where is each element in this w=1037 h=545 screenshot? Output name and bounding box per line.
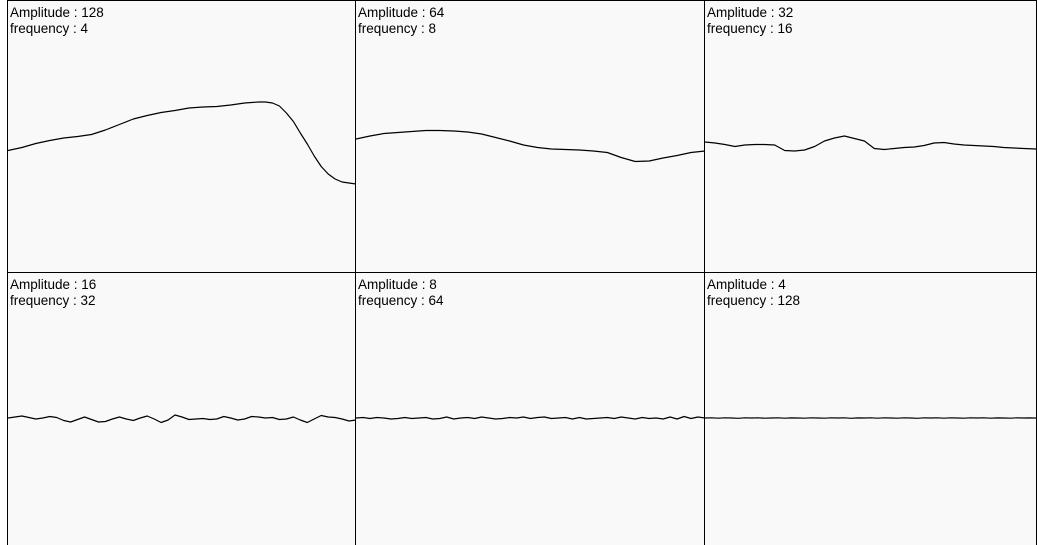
noise-panel: Amplitude : 16 frequency : 32 [7, 272, 356, 545]
noise-line-chart [8, 101, 356, 185]
noise-series-line [705, 135, 1036, 152]
noise-series-line [705, 417, 1036, 419]
noise-panel: Amplitude : 4 frequency : 128 [704, 272, 1037, 545]
noise-series-line [8, 414, 356, 424]
frequency-label: frequency : 16 [707, 21, 793, 36]
noise-panel: Amplitude : 64 frequency : 8 [355, 0, 705, 273]
octave-chart-grid: Amplitude : 128 frequency : 4 Amplitude : … [7, 0, 1037, 545]
noise-line-chart [705, 135, 1036, 152]
amplitude-label: Amplitude : 64 [358, 5, 445, 20]
noise-panel: Amplitude : 32 frequency : 16 [704, 0, 1037, 273]
frequency-label: frequency : 32 [10, 293, 96, 308]
frequency-label: frequency : 8 [358, 21, 437, 36]
noise-series-line [8, 101, 356, 185]
amplitude-label: Amplitude : 128 [10, 5, 104, 20]
noise-line-chart [705, 417, 1036, 419]
amplitude-label: Amplitude : 16 [10, 277, 97, 292]
noise-line-chart [356, 129, 705, 163]
amplitude-label: Amplitude : 4 [707, 277, 786, 292]
noise-series-line [356, 415, 705, 420]
noise-panel: Amplitude : 8 frequency : 64 [355, 272, 705, 545]
frequency-label: frequency : 128 [707, 293, 801, 308]
frequency-label: frequency : 64 [358, 293, 444, 308]
frequency-label: frequency : 4 [10, 21, 89, 36]
amplitude-label: Amplitude : 32 [707, 5, 794, 20]
noise-line-chart [8, 414, 356, 424]
noise-line-chart [356, 415, 705, 420]
noise-panel: Amplitude : 128 frequency : 4 [7, 0, 356, 273]
noise-series-line [356, 129, 705, 163]
amplitude-label: Amplitude : 8 [358, 277, 437, 292]
